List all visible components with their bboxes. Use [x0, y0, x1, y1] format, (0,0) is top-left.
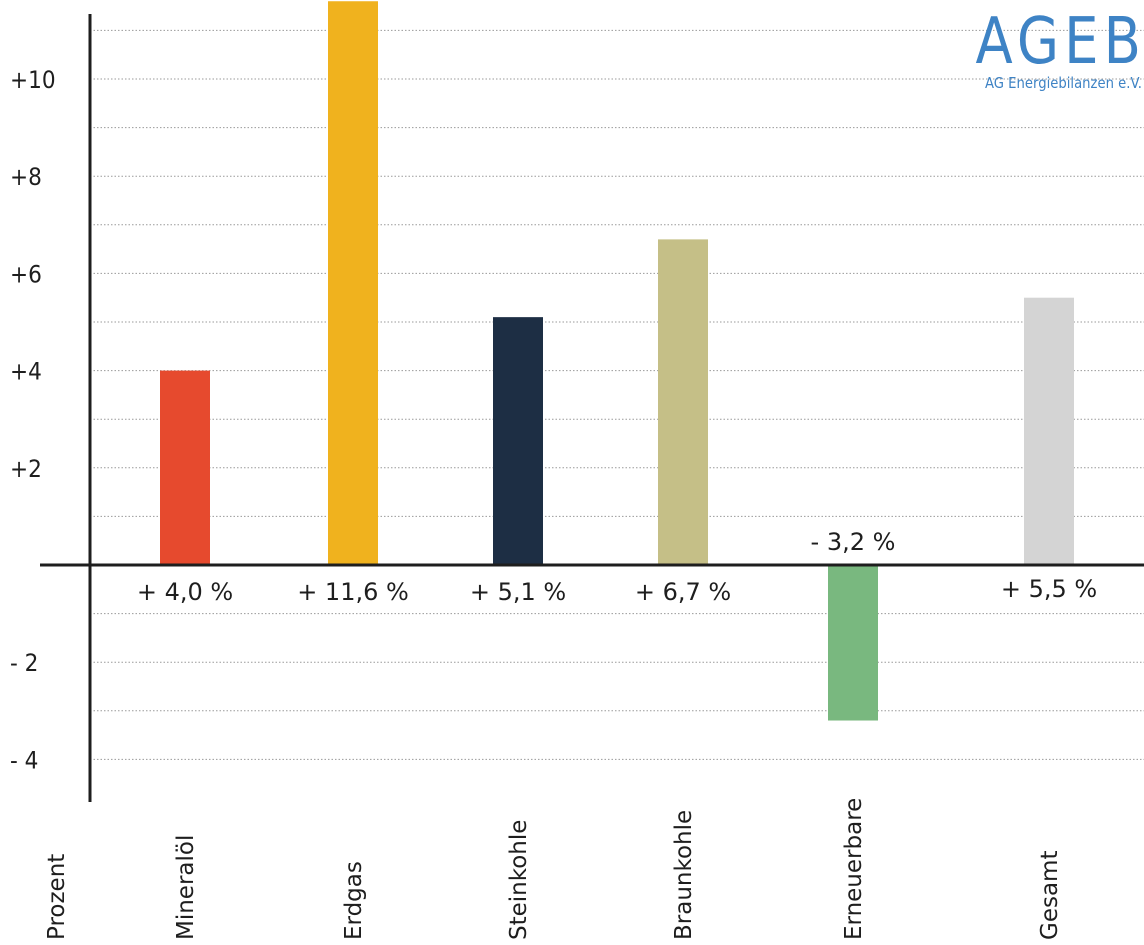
y-tick-label: +10	[10, 66, 56, 94]
y-axis-label: Prozent	[44, 854, 70, 940]
bar-mineralöl	[160, 370, 210, 565]
y-tick-label: +4	[10, 358, 42, 386]
bar-gesamt	[1024, 297, 1074, 565]
ageb-logo: AGEB AG Energiebilanzen e.V.	[944, 10, 1144, 92]
logo-subtitle: AG Energiebilanzen e.V.	[984, 74, 1142, 92]
bar-steinkohle	[493, 317, 543, 565]
y-tick-label: +6	[10, 260, 42, 288]
category-label: Braunkohle	[671, 810, 697, 940]
bar-erdgas	[328, 1, 378, 566]
data-label: + 6,7 %	[635, 578, 731, 606]
data-labels: + 4,0 % + 11,6 % + 5,1 % + 6,7 % - 3,2 % + 5,…	[137, 528, 1097, 606]
category-label: Gesamt	[1037, 851, 1063, 940]
category-label: Steinkohle	[506, 820, 532, 940]
axes	[40, 14, 1144, 802]
data-label: - 3,2 %	[811, 528, 896, 556]
bars	[160, 1, 1074, 721]
data-label: + 4,0 %	[137, 578, 233, 606]
bar-braunkohle	[658, 239, 708, 565]
bar-erneuerbare	[828, 565, 878, 721]
y-tick-labels: +12+10+8+6+4+2- 2- 4	[10, 66, 56, 774]
y-tick-label: - 2	[10, 649, 38, 677]
category-label: Erneuerbare	[841, 798, 867, 940]
y-tick-label: +2	[10, 455, 42, 483]
category-label: Mineralöl	[173, 835, 199, 940]
data-label: + 5,1 %	[470, 578, 566, 606]
y-tick-label: +8	[10, 163, 42, 191]
data-label: + 5,5 %	[1001, 575, 1097, 603]
category-labels: Mineralöl Erdgas Steinkohle Braunkohle Erneu…	[173, 798, 1063, 940]
y-tick-label: - 4	[10, 746, 38, 774]
data-label: + 11,6 %	[297, 578, 409, 606]
logo-name: AGEB	[975, 5, 1144, 79]
grid-lines	[90, 29, 1144, 760]
category-label: Erdgas	[341, 861, 367, 940]
